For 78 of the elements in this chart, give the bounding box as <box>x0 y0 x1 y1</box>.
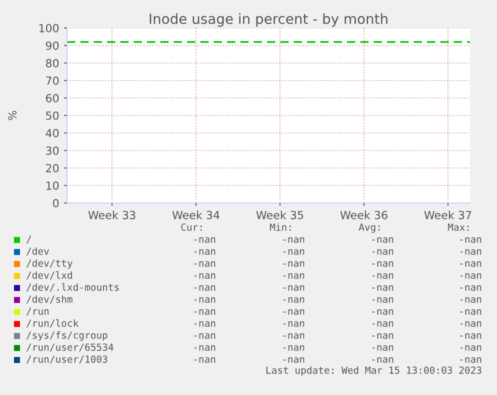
text: -nan <box>194 345 216 351</box>
text: -nan <box>283 273 304 279</box>
y-tick-label: 100 <box>39 24 59 32</box>
text: -nan <box>460 273 482 279</box>
text: -nan <box>283 285 304 291</box>
legend-label: /dev/tty <box>26 259 72 269</box>
text: Min: <box>270 223 291 231</box>
text: -nan <box>194 273 216 279</box>
text: Max: <box>448 224 469 231</box>
y-tick-label: 50 <box>46 111 59 120</box>
text: -nan <box>283 261 304 267</box>
text: -nan <box>194 261 216 267</box>
text: -nan <box>283 297 304 303</box>
y-axis-title: % <box>8 110 17 120</box>
text: -nan <box>372 285 394 291</box>
text: Last update: Wed Mar 15 13:00:03 2023 <box>266 366 482 376</box>
text: -nan <box>372 249 394 255</box>
y-tick-label: 10 <box>46 181 59 190</box>
text: -nan <box>283 333 304 339</box>
legend-label: /dev <box>26 247 49 256</box>
text: -nan <box>283 249 304 255</box>
legend-label: /run/user/1003 <box>26 355 108 364</box>
text: -nan <box>460 249 482 255</box>
x-tick-label: Week 35 <box>256 210 304 220</box>
legend-label: / <box>26 236 32 244</box>
text: -nan <box>283 345 304 351</box>
text: -nan <box>460 333 482 339</box>
text: -nan <box>194 285 216 291</box>
x-tick-label: Week 36 <box>340 210 388 220</box>
text: -nan <box>194 309 216 315</box>
text: -nan <box>460 261 482 267</box>
text: -nan <box>372 297 394 303</box>
text: -nan <box>283 321 304 327</box>
text: -nan <box>460 237 482 243</box>
y-tick-label: 70 <box>46 76 59 85</box>
y-tick-label: 40 <box>46 128 59 138</box>
x-tick-label: Week 33 <box>88 210 136 220</box>
y-tick-label: 60 <box>46 94 59 102</box>
text: Avg: <box>358 224 380 233</box>
text: -nan <box>372 261 394 267</box>
y-tick-label: 90 <box>46 41 59 50</box>
legend-label: /dev/lxd <box>26 271 72 280</box>
legend-label: /run <box>26 308 49 316</box>
text: -nan <box>460 321 482 327</box>
text: -nan <box>460 357 482 363</box>
text: -nan <box>372 333 394 339</box>
legend-label: /run/user/65534 <box>26 343 114 352</box>
text: -nan <box>372 321 394 327</box>
chart-title: Inode usage in percent - by month <box>150 13 388 27</box>
text: -nan <box>283 357 304 363</box>
text: -nan <box>194 333 216 339</box>
y-tick-label: 30 <box>46 146 59 155</box>
legend-label: /dev/shm <box>26 295 72 304</box>
y-tick-label: 80 <box>46 58 59 68</box>
legend-label: /run/lock <box>26 319 79 328</box>
text: Cur: <box>181 223 202 231</box>
x-tick-label: Week 34 <box>172 210 220 220</box>
text: -nan <box>372 345 394 351</box>
text: -nan <box>194 249 216 255</box>
text: -nan <box>194 321 216 327</box>
text: -nan <box>372 309 394 315</box>
text: -nan <box>460 309 482 315</box>
text: -nan <box>194 297 216 303</box>
text: -nan <box>460 285 482 291</box>
text: -nan <box>460 345 482 351</box>
text: -nan <box>194 237 216 243</box>
text: -nan <box>460 297 482 303</box>
text: -nan <box>372 237 394 243</box>
legend-label: /sys/fs/cgroup <box>26 331 108 341</box>
y-tick-label: 20 <box>46 164 59 172</box>
legend-label: /dev/.lxd-mounts <box>26 283 119 292</box>
x-tick-label: Week 37 <box>424 210 472 220</box>
y-tick-label: 0 <box>53 198 59 208</box>
text: -nan <box>283 237 304 243</box>
text: -nan <box>194 357 216 363</box>
text: -nan <box>372 273 394 279</box>
text: -nan <box>283 309 304 315</box>
text: -nan <box>372 357 394 363</box>
